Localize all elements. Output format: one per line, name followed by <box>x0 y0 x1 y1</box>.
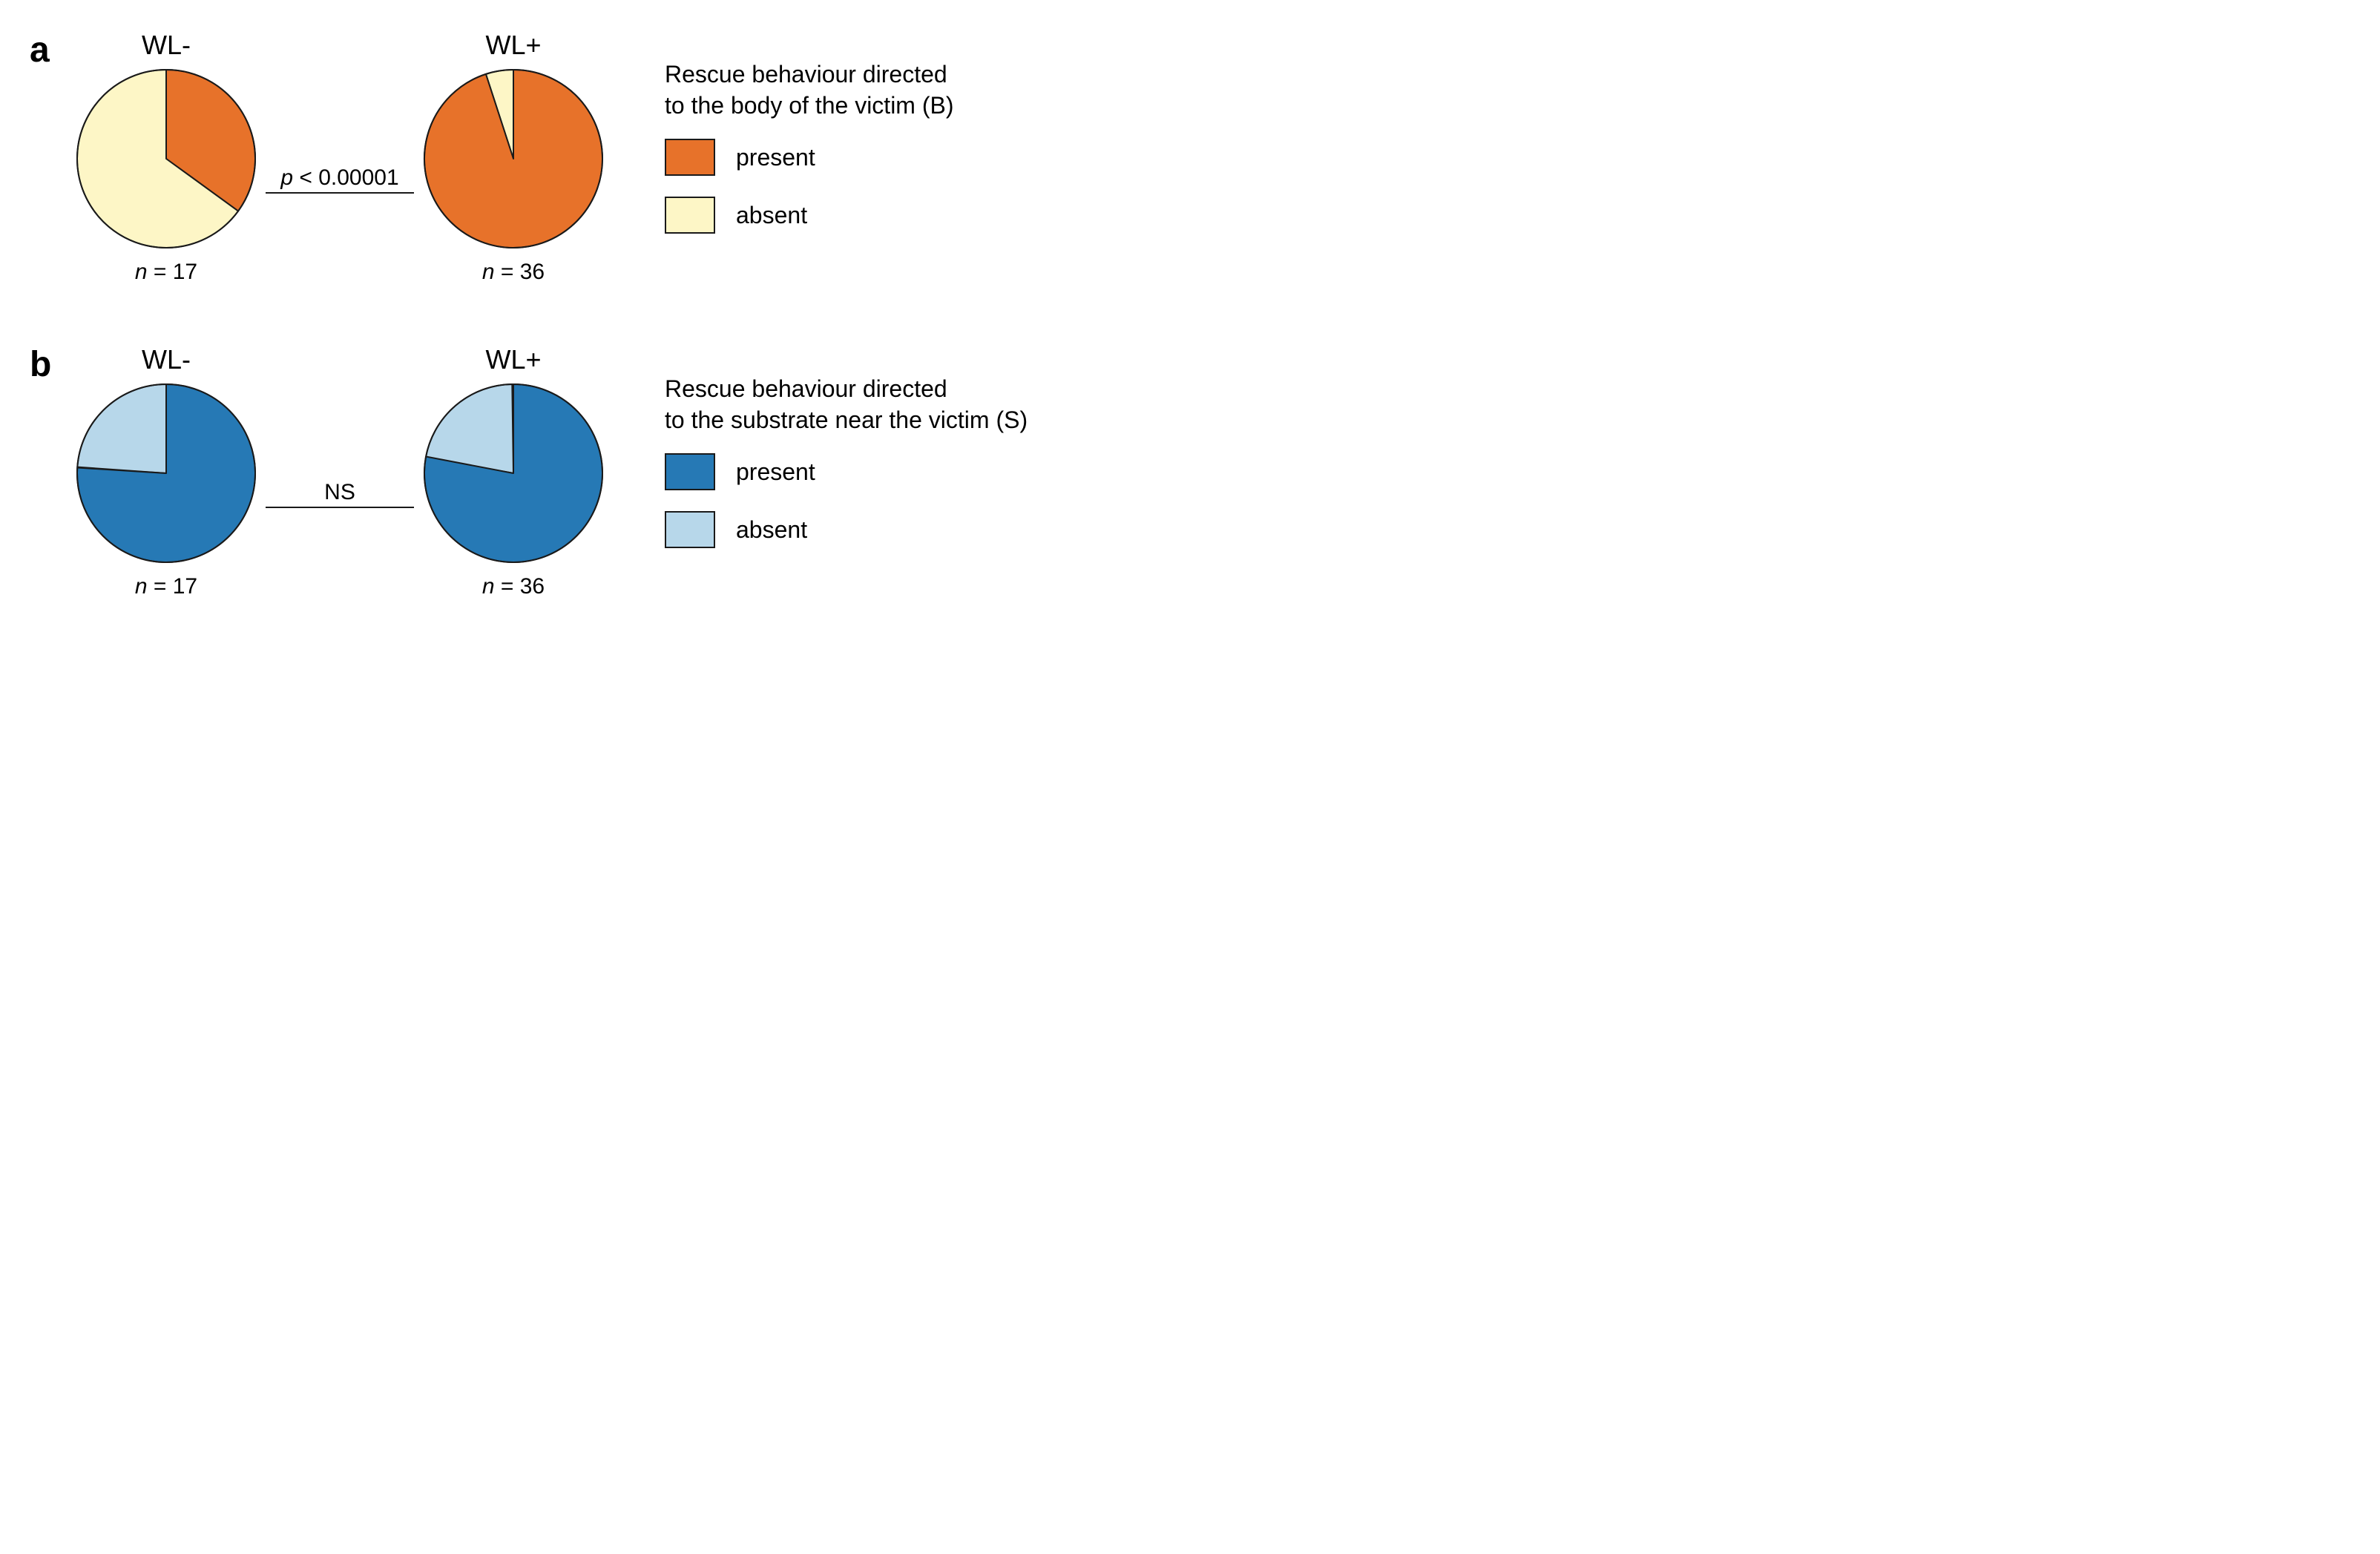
panel-label: a <box>30 30 74 70</box>
pie-block-1: WL+ n = 36 <box>421 344 605 599</box>
legend: Rescue behaviour directedto the body of … <box>665 59 954 234</box>
pie-block-0: WL-n = 17 <box>74 344 258 599</box>
n-label: n = 17 <box>135 260 197 285</box>
stats-label: NS <box>324 480 355 505</box>
legend-item-absent: absent <box>665 511 1028 548</box>
panel-a: aWL-n = 17p < 0.00001WL+n = 36Rescue beh… <box>30 30 1187 285</box>
legend-label: present <box>736 144 815 171</box>
legend-item-present: present <box>665 453 1028 490</box>
pie-chart <box>74 67 258 251</box>
n-label: n = 17 <box>135 574 197 599</box>
legend-item-present: present <box>665 139 954 176</box>
pie-chart <box>421 381 605 565</box>
legend-items: present absent <box>665 139 954 234</box>
pie-title: WL+ <box>485 30 541 61</box>
panel-label: b <box>30 344 74 385</box>
stats-connector: NS <box>258 480 421 508</box>
pie-title: WL- <box>142 30 191 61</box>
legend-items: present absent <box>665 453 1028 548</box>
legend-swatch <box>665 139 715 176</box>
legend-swatch <box>665 453 715 490</box>
pie-title: WL- <box>142 344 191 375</box>
pie-block-1: WL+ n = 36 <box>421 30 605 285</box>
legend: Rescue behaviour directedto the substrat… <box>665 374 1028 548</box>
panel-b: bWL-n = 17NSWL+n = 36Rescue behaviour di… <box>30 344 1187 599</box>
charts-area: WL-n = 17 NS WL+ n = 36 <box>74 344 605 599</box>
legend-label: present <box>736 458 815 486</box>
pie-title: WL+ <box>485 344 541 375</box>
pie-slice-present <box>424 70 602 248</box>
n-label: n = 36 <box>482 574 545 599</box>
pie-chart <box>421 67 605 251</box>
legend-title: Rescue behaviour directedto the body of … <box>665 59 954 121</box>
legend-swatch <box>665 511 715 548</box>
connector-line <box>266 192 414 194</box>
pie-chart <box>74 381 258 565</box>
legend-swatch <box>665 197 715 234</box>
legend-item-absent: absent <box>665 197 954 234</box>
stats-label: p < 0.00001 <box>280 165 398 191</box>
legend-title: Rescue behaviour directedto the substrat… <box>665 374 1028 435</box>
legend-label: absent <box>736 516 807 544</box>
connector-line <box>266 507 414 508</box>
pie-block-0: WL-n = 17 <box>74 30 258 285</box>
stats-connector: p < 0.00001 <box>258 165 421 194</box>
n-label: n = 36 <box>482 260 545 285</box>
legend-label: absent <box>736 202 807 229</box>
pie-slice-absent <box>77 384 167 473</box>
charts-area: WL-n = 17 p < 0.00001 WL+ n = 36 <box>74 30 605 285</box>
